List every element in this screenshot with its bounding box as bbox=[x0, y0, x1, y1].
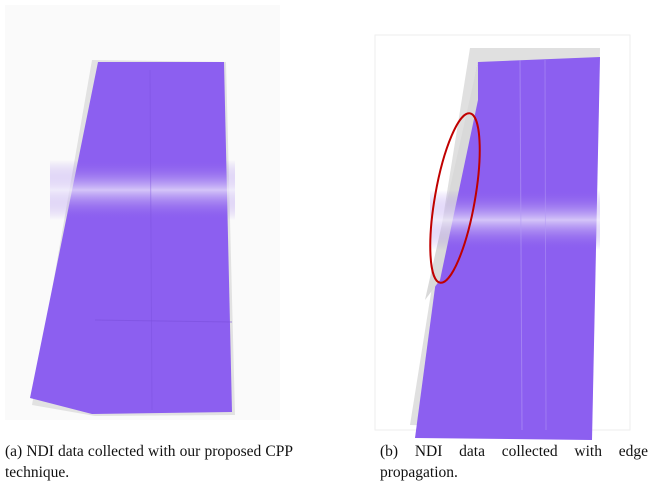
page: (a) NDI data collected with our proposed… bbox=[0, 0, 657, 492]
caption: (a) NDI data collected with our proposed… bbox=[5, 441, 293, 483]
image-b bbox=[375, 35, 630, 440]
caption: (b) NDI data collected with edge propaga… bbox=[380, 441, 648, 483]
figure-images bbox=[0, 0, 657, 440]
image-a bbox=[5, 5, 280, 420]
